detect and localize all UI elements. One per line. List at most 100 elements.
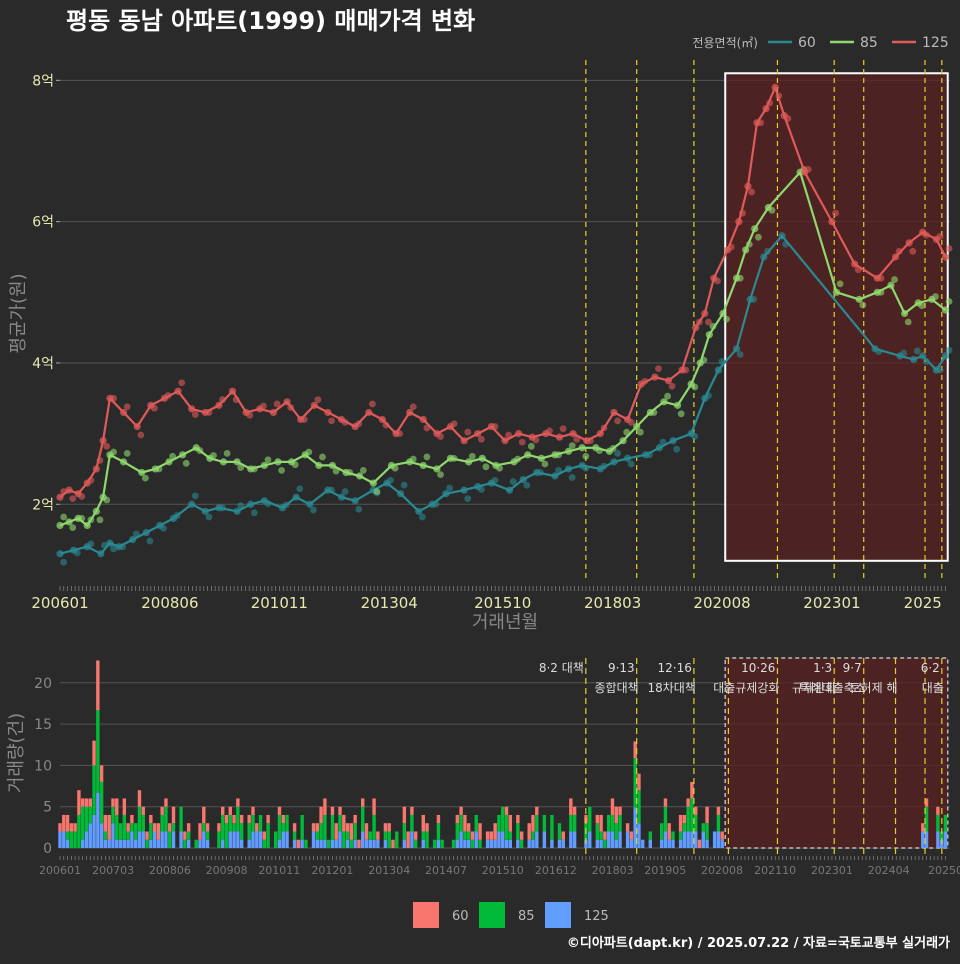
bar-85: [77, 814, 81, 848]
point-125: [641, 377, 649, 385]
point-85: [468, 452, 476, 460]
bar-60: [383, 823, 388, 832]
bar-60: [478, 823, 482, 840]
bar-60: [535, 806, 539, 815]
point-125: [664, 377, 673, 385]
point-85: [537, 454, 545, 462]
bar-85: [137, 806, 142, 832]
point-60: [306, 500, 314, 508]
point-125: [701, 309, 709, 318]
bar-60: [686, 798, 690, 807]
bar-60: [678, 814, 683, 832]
point-125: [828, 218, 836, 226]
bar-60: [376, 831, 380, 840]
policy-date: 10·26: [741, 661, 775, 675]
bar-85: [701, 823, 705, 832]
bar-85: [455, 823, 460, 840]
point-125: [610, 408, 618, 417]
bar-125: [383, 839, 388, 848]
bar-125: [58, 831, 62, 848]
point-60: [624, 454, 632, 462]
bar-60: [247, 814, 251, 824]
bar-60: [323, 798, 327, 815]
bar-125: [678, 839, 683, 848]
point-125: [692, 324, 700, 332]
point-85: [319, 453, 326, 461]
bar-85: [936, 814, 940, 832]
bar-85: [171, 823, 176, 832]
bottom-x-tick-label: 201905: [644, 864, 686, 877]
point-60: [551, 472, 559, 480]
chart-title: 평동 동남 아파트(1999) 매매가격 변화: [66, 7, 475, 35]
point-85: [155, 465, 163, 473]
point-125: [600, 424, 608, 432]
bar-60: [149, 814, 153, 824]
policy-name: 특례대출축소: [799, 681, 865, 695]
point-85: [636, 428, 644, 436]
bar-125: [694, 831, 698, 848]
bar-125: [557, 839, 562, 848]
point-60: [460, 486, 468, 494]
bar-85: [470, 839, 475, 848]
bar-125: [376, 839, 380, 848]
bar-125: [550, 839, 554, 848]
bar-60: [924, 798, 929, 807]
bar-60: [470, 831, 475, 840]
point-60: [945, 346, 953, 354]
point-60: [760, 253, 768, 261]
point-60: [519, 475, 527, 484]
point-85: [165, 458, 173, 466]
bar-125: [641, 839, 645, 848]
bar-85: [73, 831, 77, 848]
point-85: [609, 445, 617, 452]
point-85: [633, 422, 641, 431]
bar-85: [99, 781, 104, 824]
bar-125: [361, 831, 365, 848]
point-60: [173, 512, 181, 519]
point-60: [718, 358, 726, 365]
point-125: [891, 253, 900, 261]
bottom-x-tick-label: 200601: [39, 864, 81, 877]
bar-60: [205, 823, 210, 832]
legend-label: 60: [798, 35, 816, 51]
bar-125: [527, 839, 531, 848]
point-60: [936, 366, 944, 374]
bar-60: [508, 814, 513, 832]
legend-bottom-swatch-60: [413, 902, 439, 928]
bar-60: [224, 814, 229, 824]
point-125: [328, 417, 335, 425]
point-125: [215, 401, 223, 409]
point-85: [836, 280, 844, 288]
point-125: [310, 401, 318, 409]
point-125: [419, 415, 427, 424]
point-60: [582, 464, 590, 472]
point-125: [464, 428, 472, 436]
point-85: [514, 455, 522, 463]
bar-85: [716, 814, 721, 832]
point-60: [237, 502, 245, 510]
point-60: [922, 358, 930, 365]
point-60: [732, 345, 741, 353]
point-125: [922, 231, 930, 239]
bar-60: [595, 814, 600, 824]
bar-60: [236, 798, 240, 807]
bar-60: [69, 823, 74, 832]
bar-60: [217, 823, 221, 832]
point-85: [623, 428, 631, 436]
point-125: [651, 373, 659, 381]
point-60: [110, 545, 117, 553]
bar-85: [111, 806, 115, 824]
bar-60: [406, 831, 410, 848]
point-60: [568, 474, 576, 481]
bar-60: [171, 806, 176, 824]
bar-60: [455, 814, 460, 824]
bar-85: [300, 814, 304, 840]
bar-60: [292, 823, 297, 832]
point-125: [178, 379, 186, 387]
bar-125: [202, 831, 206, 848]
point-85: [60, 513, 68, 521]
bottom-axis: 0 5 10 15 20 200601 200703 200806 200908 201011 20…: [6, 676, 960, 877]
bar-125: [659, 839, 664, 848]
point-125: [300, 416, 308, 423]
bar-60: [73, 823, 77, 832]
